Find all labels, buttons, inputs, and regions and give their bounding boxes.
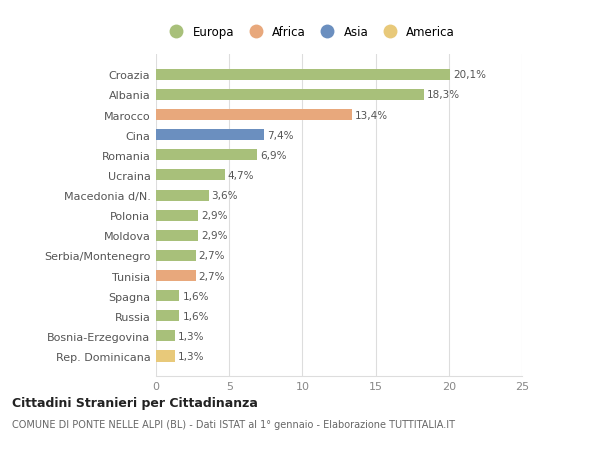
Text: Cittadini Stranieri per Cittadinanza: Cittadini Stranieri per Cittadinanza xyxy=(12,396,258,409)
Text: 4,7%: 4,7% xyxy=(228,171,254,180)
Bar xyxy=(156,291,179,302)
Bar xyxy=(156,230,199,241)
Text: 1,6%: 1,6% xyxy=(182,311,209,321)
Text: 2,9%: 2,9% xyxy=(202,231,228,241)
Text: 3,6%: 3,6% xyxy=(212,190,238,201)
Bar xyxy=(156,70,450,81)
Bar xyxy=(156,90,424,101)
Text: 13,4%: 13,4% xyxy=(355,110,388,120)
Text: 2,7%: 2,7% xyxy=(199,251,225,261)
Text: 2,7%: 2,7% xyxy=(199,271,225,281)
Bar xyxy=(156,190,209,201)
Bar xyxy=(156,250,196,262)
Bar xyxy=(156,110,352,121)
Bar xyxy=(156,150,257,161)
Bar xyxy=(156,311,179,322)
Text: COMUNE DI PONTE NELLE ALPI (BL) - Dati ISTAT al 1° gennaio - Elaborazione TUTTIT: COMUNE DI PONTE NELLE ALPI (BL) - Dati I… xyxy=(12,419,455,429)
Text: 18,3%: 18,3% xyxy=(427,90,460,100)
Text: 2,9%: 2,9% xyxy=(202,211,228,221)
Text: 1,3%: 1,3% xyxy=(178,331,205,341)
Bar xyxy=(156,330,175,341)
Text: 6,9%: 6,9% xyxy=(260,151,286,161)
Bar xyxy=(156,351,175,362)
Text: 1,3%: 1,3% xyxy=(178,351,205,361)
Bar xyxy=(156,210,199,221)
Bar xyxy=(156,130,265,141)
Bar xyxy=(156,170,225,181)
Text: 1,6%: 1,6% xyxy=(182,291,209,301)
Text: 7,4%: 7,4% xyxy=(267,130,294,140)
Legend: Europa, Africa, Asia, America: Europa, Africa, Asia, America xyxy=(164,26,455,39)
Text: 20,1%: 20,1% xyxy=(453,70,486,80)
Bar xyxy=(156,270,196,281)
